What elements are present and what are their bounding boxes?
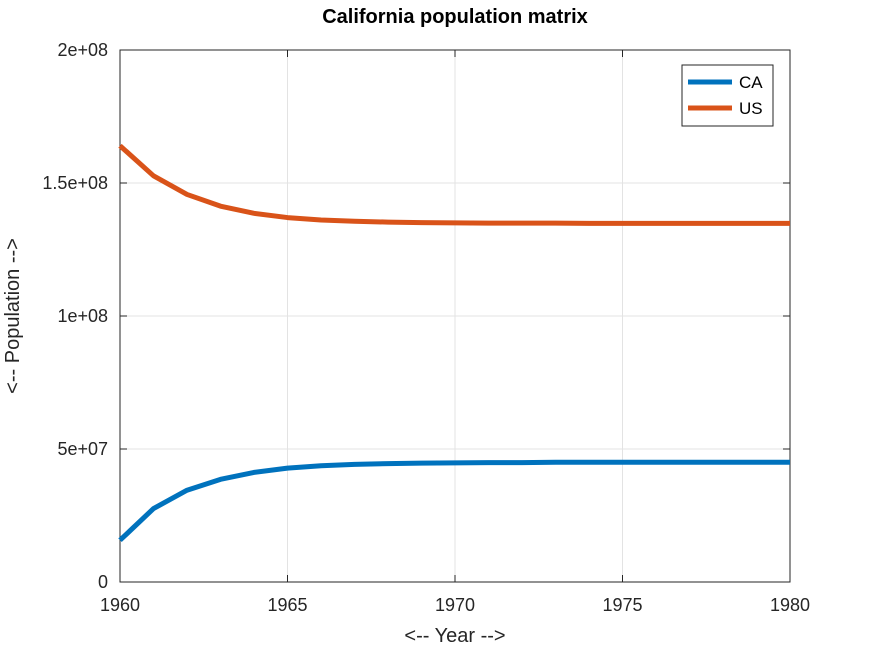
series-line-us bbox=[118, 143, 790, 226]
axis-ticks: 1960 1965 1970 1975 1980 0 5e+07 1e+08 1.5e+08 2e… bbox=[42, 40, 810, 615]
y-axis-label: <-- Population --> bbox=[2, 238, 24, 394]
y-tick-label: 0 bbox=[98, 572, 108, 592]
x-tick-label: 1980 bbox=[770, 595, 810, 615]
x-tick-label: 1960 bbox=[100, 595, 140, 615]
x-tick-label: 1975 bbox=[602, 595, 642, 615]
x-tick-label: 1970 bbox=[435, 595, 475, 615]
chart-title: California population matrix bbox=[322, 6, 588, 28]
x-axis-label: <-- Year --> bbox=[404, 625, 505, 647]
legend-label-us: US bbox=[739, 99, 763, 118]
legend-box bbox=[681, 64, 774, 127]
legend-label-ca: CA bbox=[739, 73, 763, 92]
x-tick-label: 1965 bbox=[267, 595, 307, 615]
series-line-ca bbox=[118, 459, 790, 543]
y-tick-label: 1.5e+08 bbox=[42, 173, 108, 193]
y-tick-label: 5e+07 bbox=[57, 439, 108, 459]
series-lines bbox=[118, 143, 790, 543]
grid-lines bbox=[120, 50, 790, 582]
y-tick-label: 1e+08 bbox=[57, 306, 108, 326]
legend: CA US bbox=[681, 64, 774, 127]
y-tick-label: 2e+08 bbox=[57, 40, 108, 60]
